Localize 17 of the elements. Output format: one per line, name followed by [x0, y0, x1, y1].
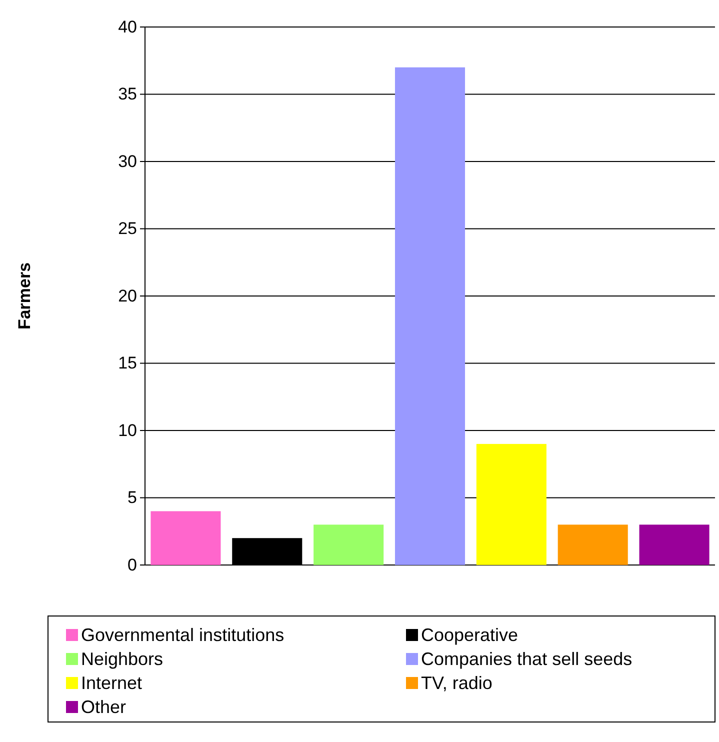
y-tick-label: 25	[118, 219, 137, 238]
y-tick-label: 0	[128, 555, 137, 574]
legend-label: Cooperative	[421, 625, 518, 645]
y-tick-label: 30	[118, 152, 137, 171]
legend-label: Other	[81, 697, 126, 717]
y-tick-label: 5	[128, 488, 137, 508]
y-tick-label: 10	[118, 420, 137, 440]
y-tick-label: 35	[118, 84, 137, 104]
legend-label: Neighbors	[81, 649, 164, 669]
y-axis-title: Farmers	[15, 262, 34, 330]
legend-label: Internet	[81, 673, 142, 693]
y-tick-label: 15	[118, 354, 137, 373]
legend-label: Companies that sell seeds	[421, 649, 632, 669]
legend-label: Governmental institutions	[81, 625, 284, 645]
y-tick-label: 40	[118, 17, 137, 36]
legend-label: TV, radio	[421, 673, 492, 693]
y-tick-label: 20	[118, 286, 137, 306]
